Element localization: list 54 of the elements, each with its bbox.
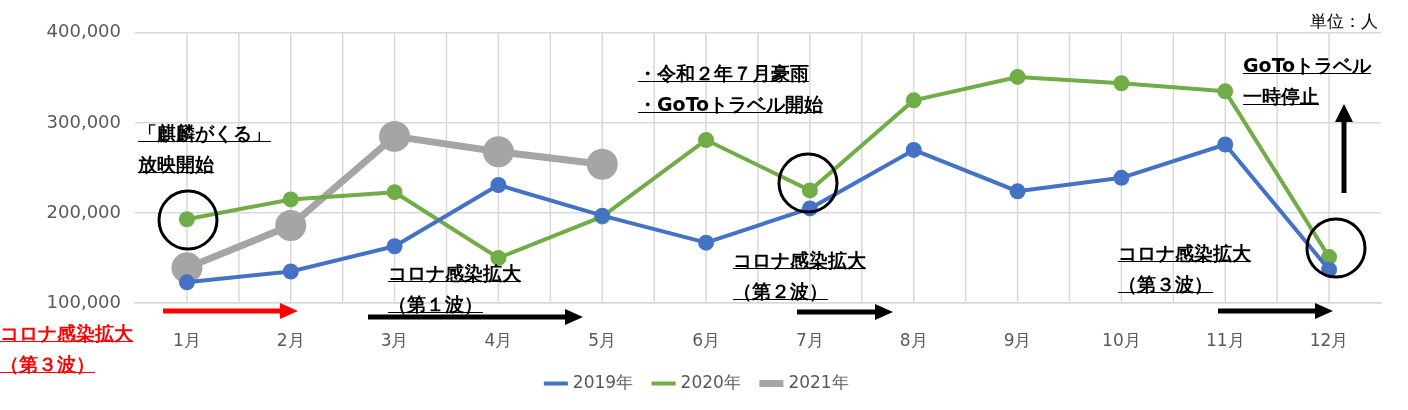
point	[1113, 75, 1130, 92]
annotation: ・令和２年７月豪雨	[638, 61, 809, 86]
text: （第３波）	[0, 352, 95, 377]
y-tick-label: 300,000	[46, 110, 121, 132]
point	[1009, 183, 1026, 200]
point	[275, 210, 307, 242]
x-tick-label: 4月	[484, 329, 513, 350]
x-tick-label: 9月	[1003, 329, 1032, 350]
point	[1217, 83, 1234, 100]
point	[905, 92, 922, 109]
annotation: 放映開始	[138, 152, 214, 177]
annotation: コロナ感染拡大	[1118, 241, 1251, 266]
y-tick-label: 200,000	[46, 200, 121, 222]
point	[1009, 68, 1026, 85]
point	[1217, 136, 1234, 153]
annotation: GoToトラベル	[1243, 53, 1372, 78]
y-tick-label: 100,000	[46, 290, 121, 312]
point	[482, 136, 514, 168]
x-tick-label: 1月	[173, 329, 201, 350]
x-tick-label: 2月	[276, 329, 305, 350]
point	[386, 238, 403, 255]
point	[386, 184, 403, 201]
x-tick-label: 6月	[692, 329, 720, 350]
annotation: 「麒麟がくる」	[138, 121, 271, 146]
x-tick-label: 10月	[1102, 329, 1141, 350]
y-tick-label: 400,000	[46, 20, 121, 42]
annotation: コロナ感染拡大	[388, 261, 521, 286]
point	[490, 177, 507, 194]
point	[282, 191, 299, 208]
point	[698, 234, 715, 251]
x-tick-label: 8月	[899, 329, 928, 350]
legend-label: 2021年	[788, 371, 849, 392]
annotation: （第３波）	[1118, 272, 1213, 297]
point	[905, 141, 922, 158]
point	[282, 263, 299, 280]
x-tick-label: 7月	[796, 329, 824, 350]
annotation: コロナ感染拡大	[733, 248, 866, 273]
annotation: 一時停止	[1243, 84, 1319, 109]
x-tick-label: 5月	[588, 329, 617, 350]
text: 単位：人	[1310, 10, 1378, 33]
x-tick-label: 12月	[1309, 329, 1349, 350]
annotation: ・GoToトラベル開始	[638, 92, 824, 117]
point	[379, 120, 411, 152]
legend-label: 2019年	[572, 371, 634, 392]
point	[1113, 169, 1130, 186]
point	[698, 131, 715, 148]
text: コロナ感染拡大	[0, 321, 133, 346]
annotation: （第１波）	[388, 292, 483, 317]
x-tick-label: 11月	[1205, 329, 1245, 350]
point	[178, 274, 195, 291]
legend-label: 2020年	[680, 371, 741, 392]
annotation: （第２波）	[733, 279, 828, 304]
point	[586, 148, 618, 180]
x-tick-label: 3月	[380, 329, 409, 350]
